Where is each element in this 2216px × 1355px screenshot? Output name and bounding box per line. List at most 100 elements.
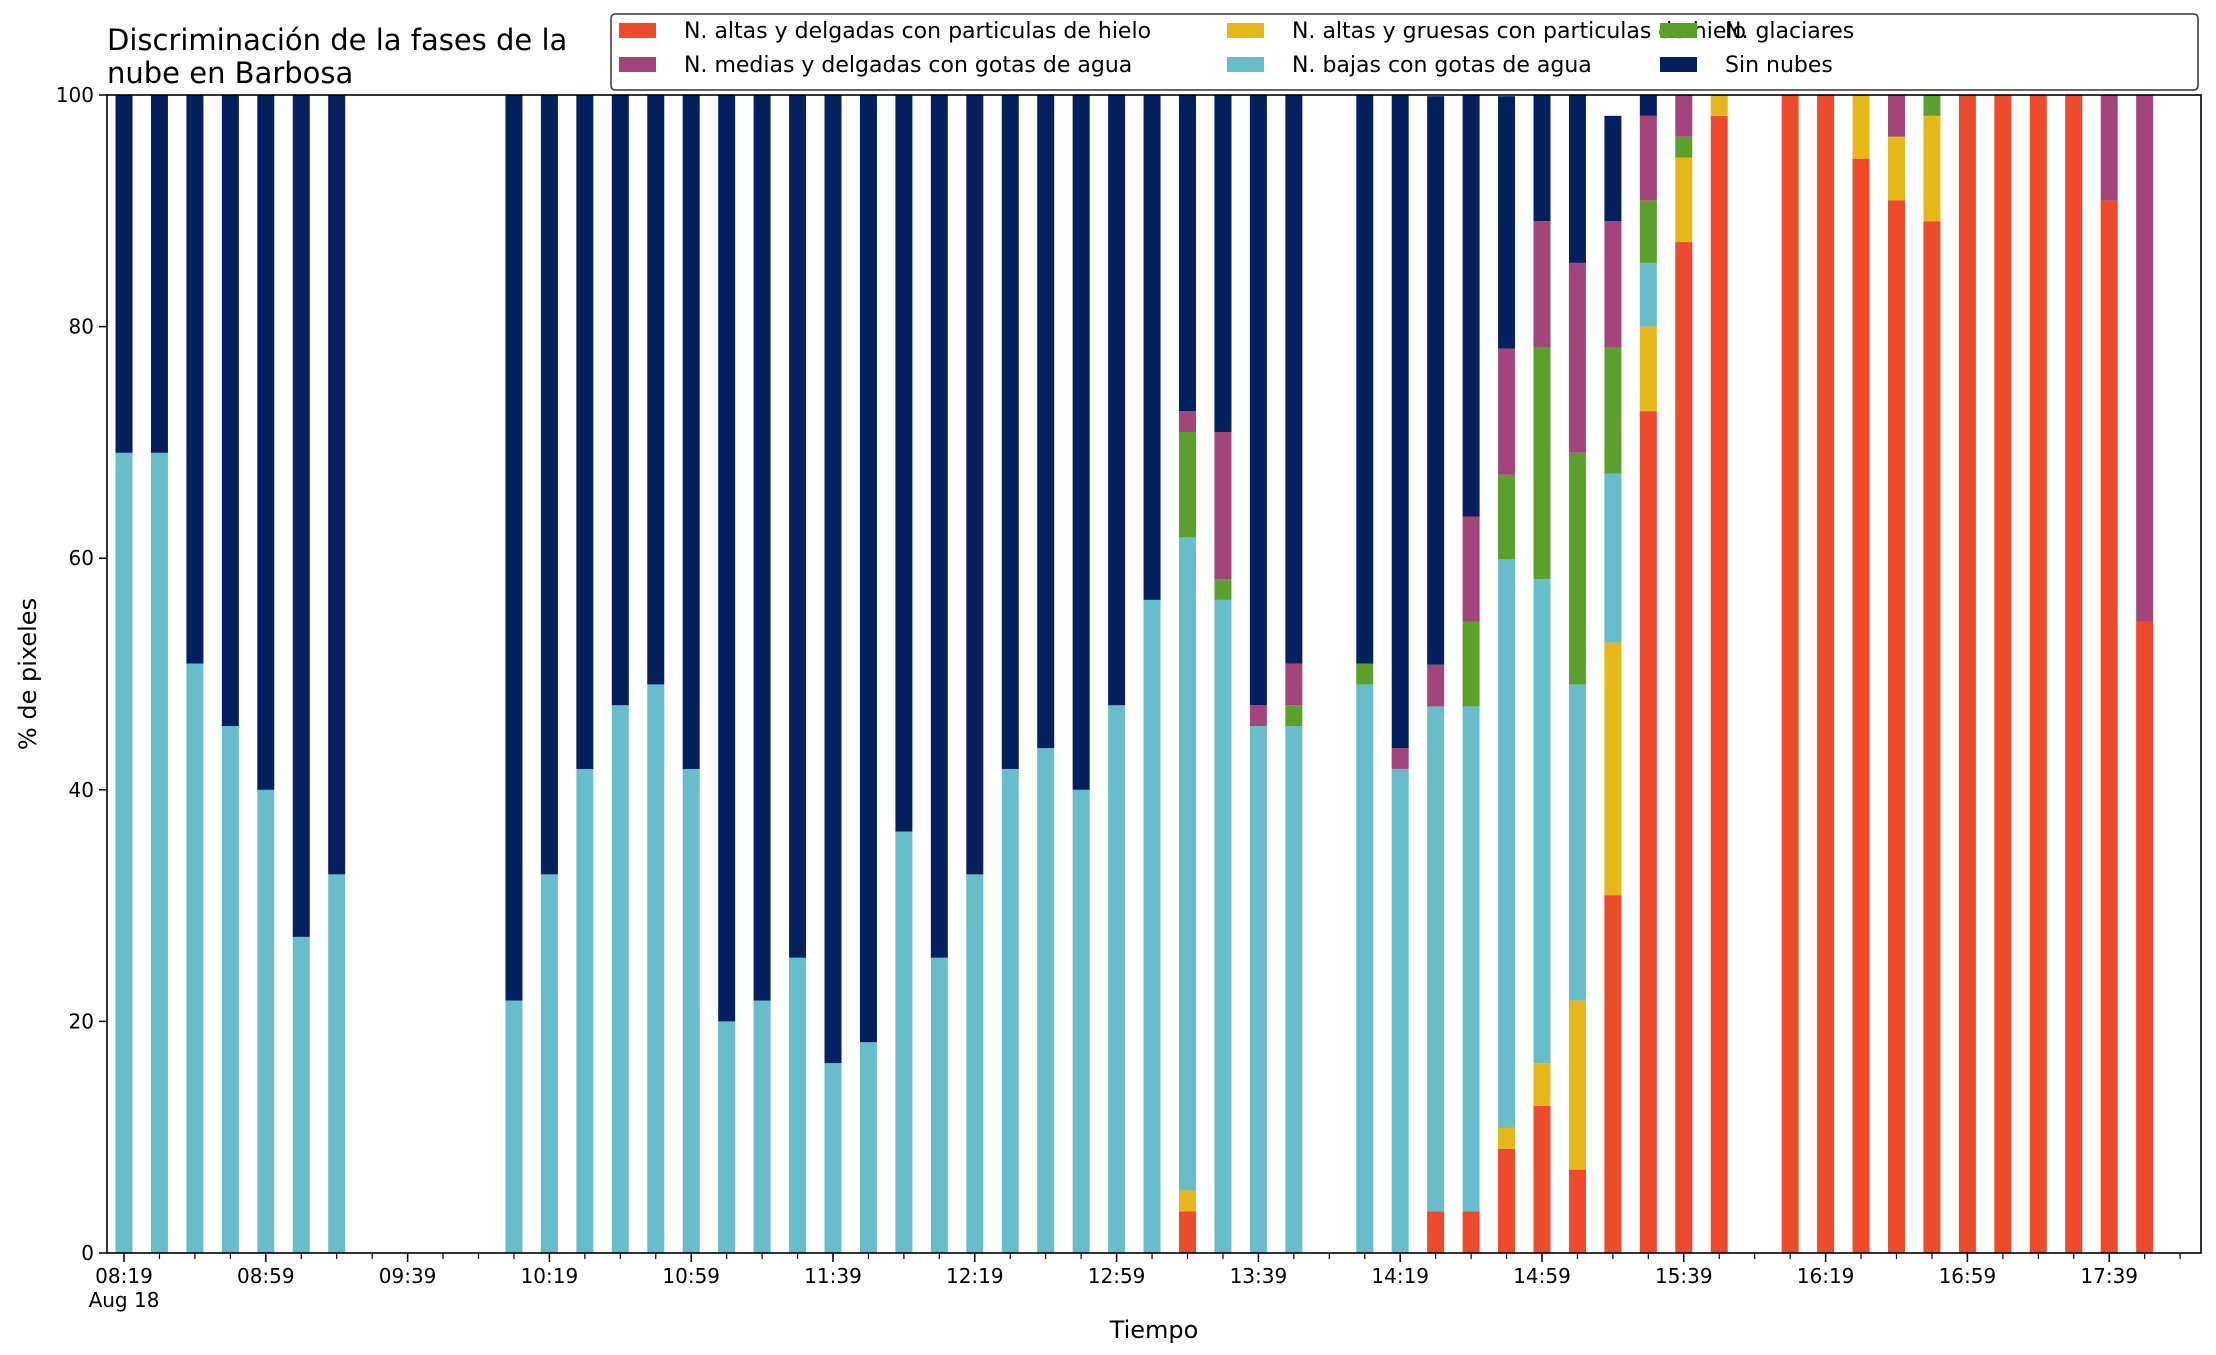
legend-swatch-altas_delgadas bbox=[619, 23, 656, 38]
bar-sin_nubes-13 bbox=[576, 95, 594, 769]
x-tick-label-3: 10:19 bbox=[521, 1264, 579, 1288]
bar-glaciares-41 bbox=[1568, 452, 1586, 685]
bar-medias_delgadas-42 bbox=[1604, 221, 1622, 348]
y-tick-label-80: 80 bbox=[69, 315, 94, 339]
y-tick-label-40: 40 bbox=[69, 778, 94, 802]
y-tick-label-100: 100 bbox=[56, 83, 94, 107]
bar-bajas-5 bbox=[292, 936, 310, 1253]
legend-label-glaciares: N. glaciares bbox=[1725, 19, 1854, 44]
bar-sin_nubes-18 bbox=[753, 95, 771, 1001]
y-axis-label: % de pixeles bbox=[14, 598, 42, 750]
bar-medias_delgadas-44 bbox=[1675, 95, 1693, 137]
bar-bajas-12 bbox=[540, 874, 558, 1253]
x-axis-sublabel: Aug 18 bbox=[89, 1288, 160, 1312]
bar-bajas-20 bbox=[824, 1063, 842, 1253]
x-ticks: 08:19 08:59 09:39 10:19 10:59 11:39 12:19 12:59… bbox=[95, 1253, 2181, 1288]
bar-bajas-18 bbox=[753, 1000, 771, 1253]
bar-glaciares-44 bbox=[1675, 136, 1693, 158]
x-tick-label-5: 11:39 bbox=[804, 1264, 862, 1288]
x-tick-label-14: 17:39 bbox=[2080, 1264, 2138, 1288]
x-axis-label: Tiempo bbox=[1109, 1316, 1199, 1344]
bar-altas_delgadas-43 bbox=[1639, 411, 1657, 1253]
bar-bajas-1 bbox=[150, 452, 168, 1253]
bar-altas_gruesas-49 bbox=[1852, 95, 1870, 159]
legend-swatch-glaciares bbox=[1660, 23, 1697, 38]
bar-sin_nubes-40 bbox=[1533, 95, 1551, 222]
bar-altas_delgadas-41 bbox=[1568, 1169, 1586, 1253]
bar-sin_nubes-38 bbox=[1462, 95, 1480, 517]
bar-medias_delgadas-39 bbox=[1498, 348, 1516, 475]
bar-bajas-13 bbox=[576, 768, 594, 1253]
bar-altas_gruesas-41 bbox=[1568, 1000, 1586, 1170]
legend-label-altas_delgadas: N. altas y delgadas con particulas de hi… bbox=[684, 19, 1151, 44]
bar-sin_nubes-25 bbox=[1001, 95, 1019, 769]
bar-sin_nubes-33 bbox=[1285, 95, 1303, 664]
bar-sin_nubes-43 bbox=[1639, 95, 1657, 116]
bar-altas_delgadas-48 bbox=[1817, 95, 1835, 1253]
bar-bajas-33 bbox=[1285, 726, 1303, 1253]
bar-altas_gruesas-40 bbox=[1533, 1063, 1551, 1106]
bar-altas_delgadas-44 bbox=[1675, 242, 1693, 1253]
bar-bajas-2 bbox=[186, 663, 204, 1253]
bar-medias_delgadas-50 bbox=[1888, 95, 1905, 137]
bar-altas_delgadas-50 bbox=[1888, 200, 1905, 1253]
y-ticks: 0 20 40 60 80 100 bbox=[56, 83, 107, 1265]
x-tick-label-10: 14:59 bbox=[1513, 1264, 1571, 1288]
bar-altas_gruesas-44 bbox=[1675, 157, 1693, 243]
chart-title-line-2: nube en Barbosa bbox=[107, 56, 353, 90]
bar-bajas-15 bbox=[647, 684, 665, 1253]
bar-altas_delgadas-40 bbox=[1533, 1105, 1551, 1253]
bar-medias_delgadas-36 bbox=[1391, 748, 1409, 769]
bar-bajas-17 bbox=[718, 1021, 736, 1253]
x-tick-label-12: 16:19 bbox=[1797, 1264, 1855, 1288]
bar-altas_gruesas-51 bbox=[1923, 115, 1941, 222]
legend-label-bajas: N. bajas con gotas de agua bbox=[1292, 53, 1592, 78]
bar-bajas-22 bbox=[895, 831, 913, 1253]
bar-sin_nubes-23 bbox=[930, 95, 948, 958]
bar-glaciares-40 bbox=[1533, 347, 1551, 580]
bar-bajas-14 bbox=[611, 705, 629, 1253]
bar-medias_delgadas-31 bbox=[1214, 431, 1232, 580]
bar-glaciares-42 bbox=[1604, 347, 1622, 474]
bar-bajas-4 bbox=[257, 789, 275, 1253]
bar-glaciares-43 bbox=[1639, 200, 1657, 263]
bar-bajas-25 bbox=[1001, 768, 1019, 1253]
bar-altas_delgadas-38 bbox=[1462, 1211, 1480, 1253]
bar-sin_nubes-0 bbox=[115, 95, 133, 453]
bar-bajas-27 bbox=[1072, 789, 1090, 1253]
bar-altas_delgadas-47 bbox=[1781, 95, 1799, 1253]
bars-layer bbox=[115, 95, 2154, 1254]
plot-frame bbox=[106, 94, 2202, 1254]
bar-medias_delgadas-30 bbox=[1179, 411, 1196, 432]
bar-glaciares-35 bbox=[1356, 663, 1374, 685]
bar-bajas-0 bbox=[115, 452, 133, 1253]
bar-bajas-40 bbox=[1533, 579, 1551, 1064]
bar-sin_nubes-4 bbox=[257, 95, 275, 790]
bar-bajas-43 bbox=[1639, 262, 1657, 327]
bar-sin_nubes-16 bbox=[682, 95, 700, 769]
bar-bajas-28 bbox=[1108, 705, 1126, 1253]
bar-altas_delgadas-37 bbox=[1427, 1211, 1445, 1253]
y-tick-label-20: 20 bbox=[69, 1009, 94, 1033]
bar-altas_delgadas-53 bbox=[1994, 95, 2012, 1253]
bar-bajas-42 bbox=[1604, 473, 1622, 643]
legend-swatch-altas_gruesas bbox=[1227, 23, 1264, 38]
bar-sin_nubes-29 bbox=[1143, 95, 1161, 600]
x-tick-label-8: 13:39 bbox=[1230, 1264, 1288, 1288]
bar-glaciares-39 bbox=[1498, 474, 1516, 560]
y-tick-label-60: 60 bbox=[69, 546, 94, 570]
bar-sin_nubes-1 bbox=[150, 95, 168, 453]
bar-sin_nubes-37 bbox=[1427, 96, 1445, 665]
bar-sin_nubes-22 bbox=[895, 95, 913, 832]
legend-swatch-sin_nubes bbox=[1660, 57, 1697, 72]
bar-altas_delgadas-39 bbox=[1498, 1148, 1516, 1253]
bar-altas_gruesas-45 bbox=[1710, 95, 1728, 116]
bar-bajas-23 bbox=[930, 957, 948, 1253]
bar-bajas-24 bbox=[966, 874, 984, 1253]
bar-bajas-19 bbox=[789, 957, 807, 1253]
bar-sin_nubes-17 bbox=[718, 95, 736, 1022]
x-tick-label-2: 09:39 bbox=[379, 1264, 437, 1288]
bar-sin_nubes-20 bbox=[824, 95, 842, 1064]
bar-sin_nubes-41 bbox=[1568, 95, 1586, 263]
bar-bajas-37 bbox=[1427, 706, 1445, 1212]
